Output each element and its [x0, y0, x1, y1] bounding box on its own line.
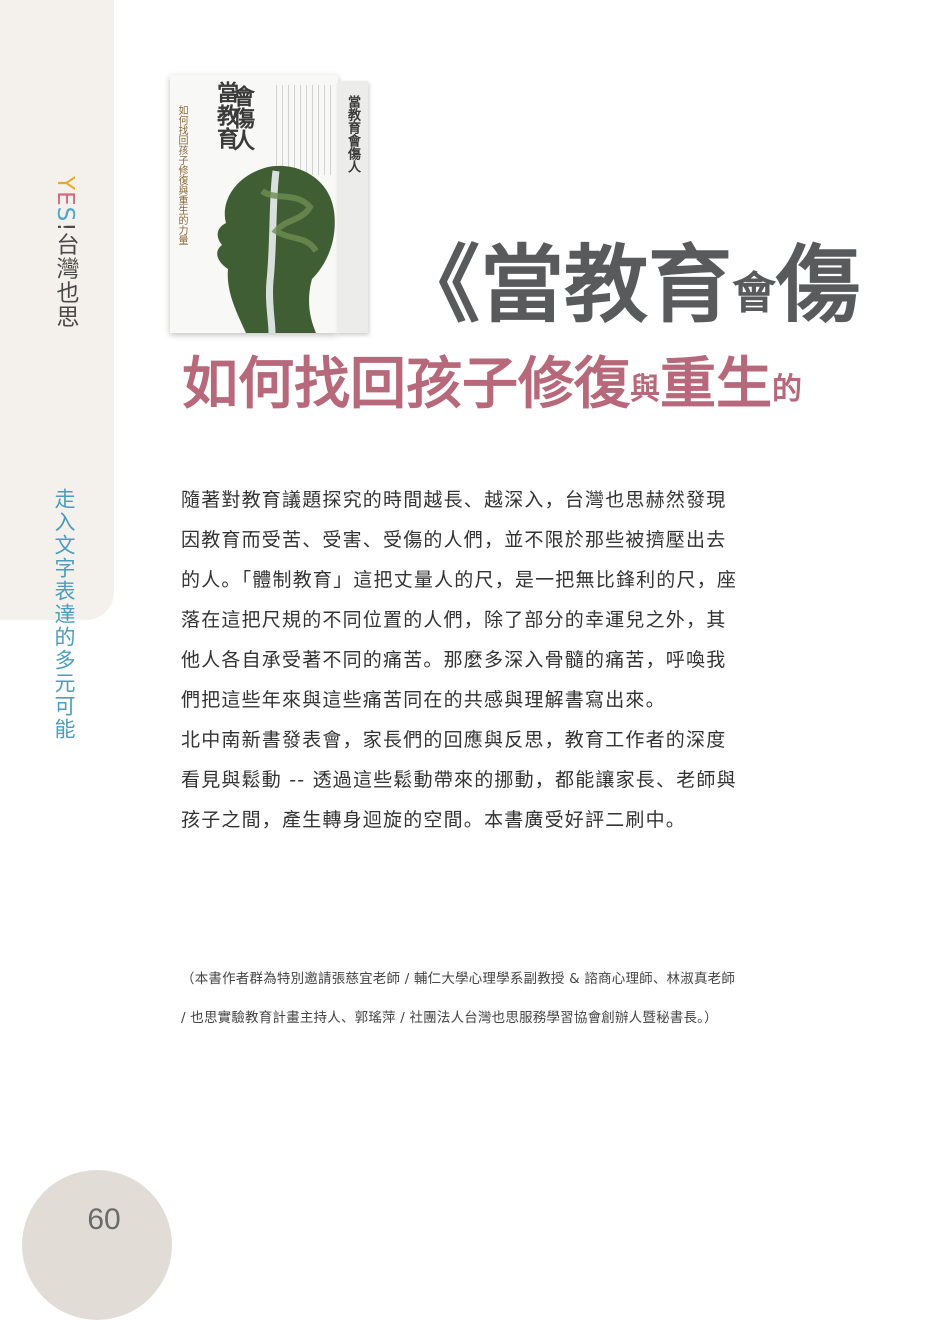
subheadline-part-2: 重生: [660, 352, 772, 417]
page-number-circle: [22, 1170, 172, 1320]
book-title-line-1: 當教育: [213, 81, 238, 150]
brand-letter-y: Y: [52, 176, 78, 192]
book-subtitle: 如何找回孩子修復與重生的力量: [176, 105, 187, 245]
subheadline-small-1: 與: [630, 372, 660, 407]
brand-letter-s: S: [52, 206, 78, 223]
book-front-cover: 如何找回孩子修復與重生的力量 當教育 會傷人: [170, 75, 338, 333]
sidebar-band: [0, 0, 114, 620]
book-spine-title: 當教育會傷人: [345, 95, 360, 173]
book-blurb-text-lines: [276, 85, 336, 175]
author-note: （本書作者群為特別邀請張慈宜老師 / 輔仁大學心理學系副教授 & 諮商心理師、林…: [181, 971, 736, 1026]
page-number: 60: [87, 1203, 121, 1236]
headline-part-1: 《當教育: [396, 236, 733, 334]
book-silhouette-illustration: [217, 165, 335, 333]
headline-small-char: 會: [732, 268, 777, 319]
section-label: 走入文字表達的多元可能: [52, 488, 76, 741]
subheadline-part-1: 如何找回孩子修復: [182, 352, 630, 417]
brand-label: YES!台灣也思: [50, 176, 80, 328]
brand-letter-e: E: [52, 191, 78, 207]
headline-title: 《當教育會傷: [396, 230, 926, 340]
book-cover-image: 如何找回孩子修復與重生的力量 當教育 會傷人 當教育會傷人: [170, 75, 370, 335]
body-paragraph-2: 北中南新書發表會，家長們的回應與反思，教育工作者的深度看見與鬆動 -- 透過這些…: [181, 729, 737, 831]
book-spine: [338, 81, 368, 333]
subheadline: 如何找回孩子修復與重生的: [182, 350, 926, 420]
brand-exclamation: !: [52, 222, 78, 233]
body-text: 隨著對教育議題探究的時間越長、越深入，台灣也思赫然發現因教育而受苦、受害、受傷的…: [181, 480, 741, 840]
body-paragraph-1: 隨著對教育議題探究的時間越長、越深入，台灣也思赫然發現因教育而受苦、受害、受傷的…: [181, 489, 738, 711]
subheadline-small-2: 的: [772, 372, 802, 407]
headline-part-2: 傷: [776, 236, 861, 334]
brand-name: 台灣也思: [52, 232, 78, 329]
book-title-line-2: 會傷人: [229, 85, 254, 151]
